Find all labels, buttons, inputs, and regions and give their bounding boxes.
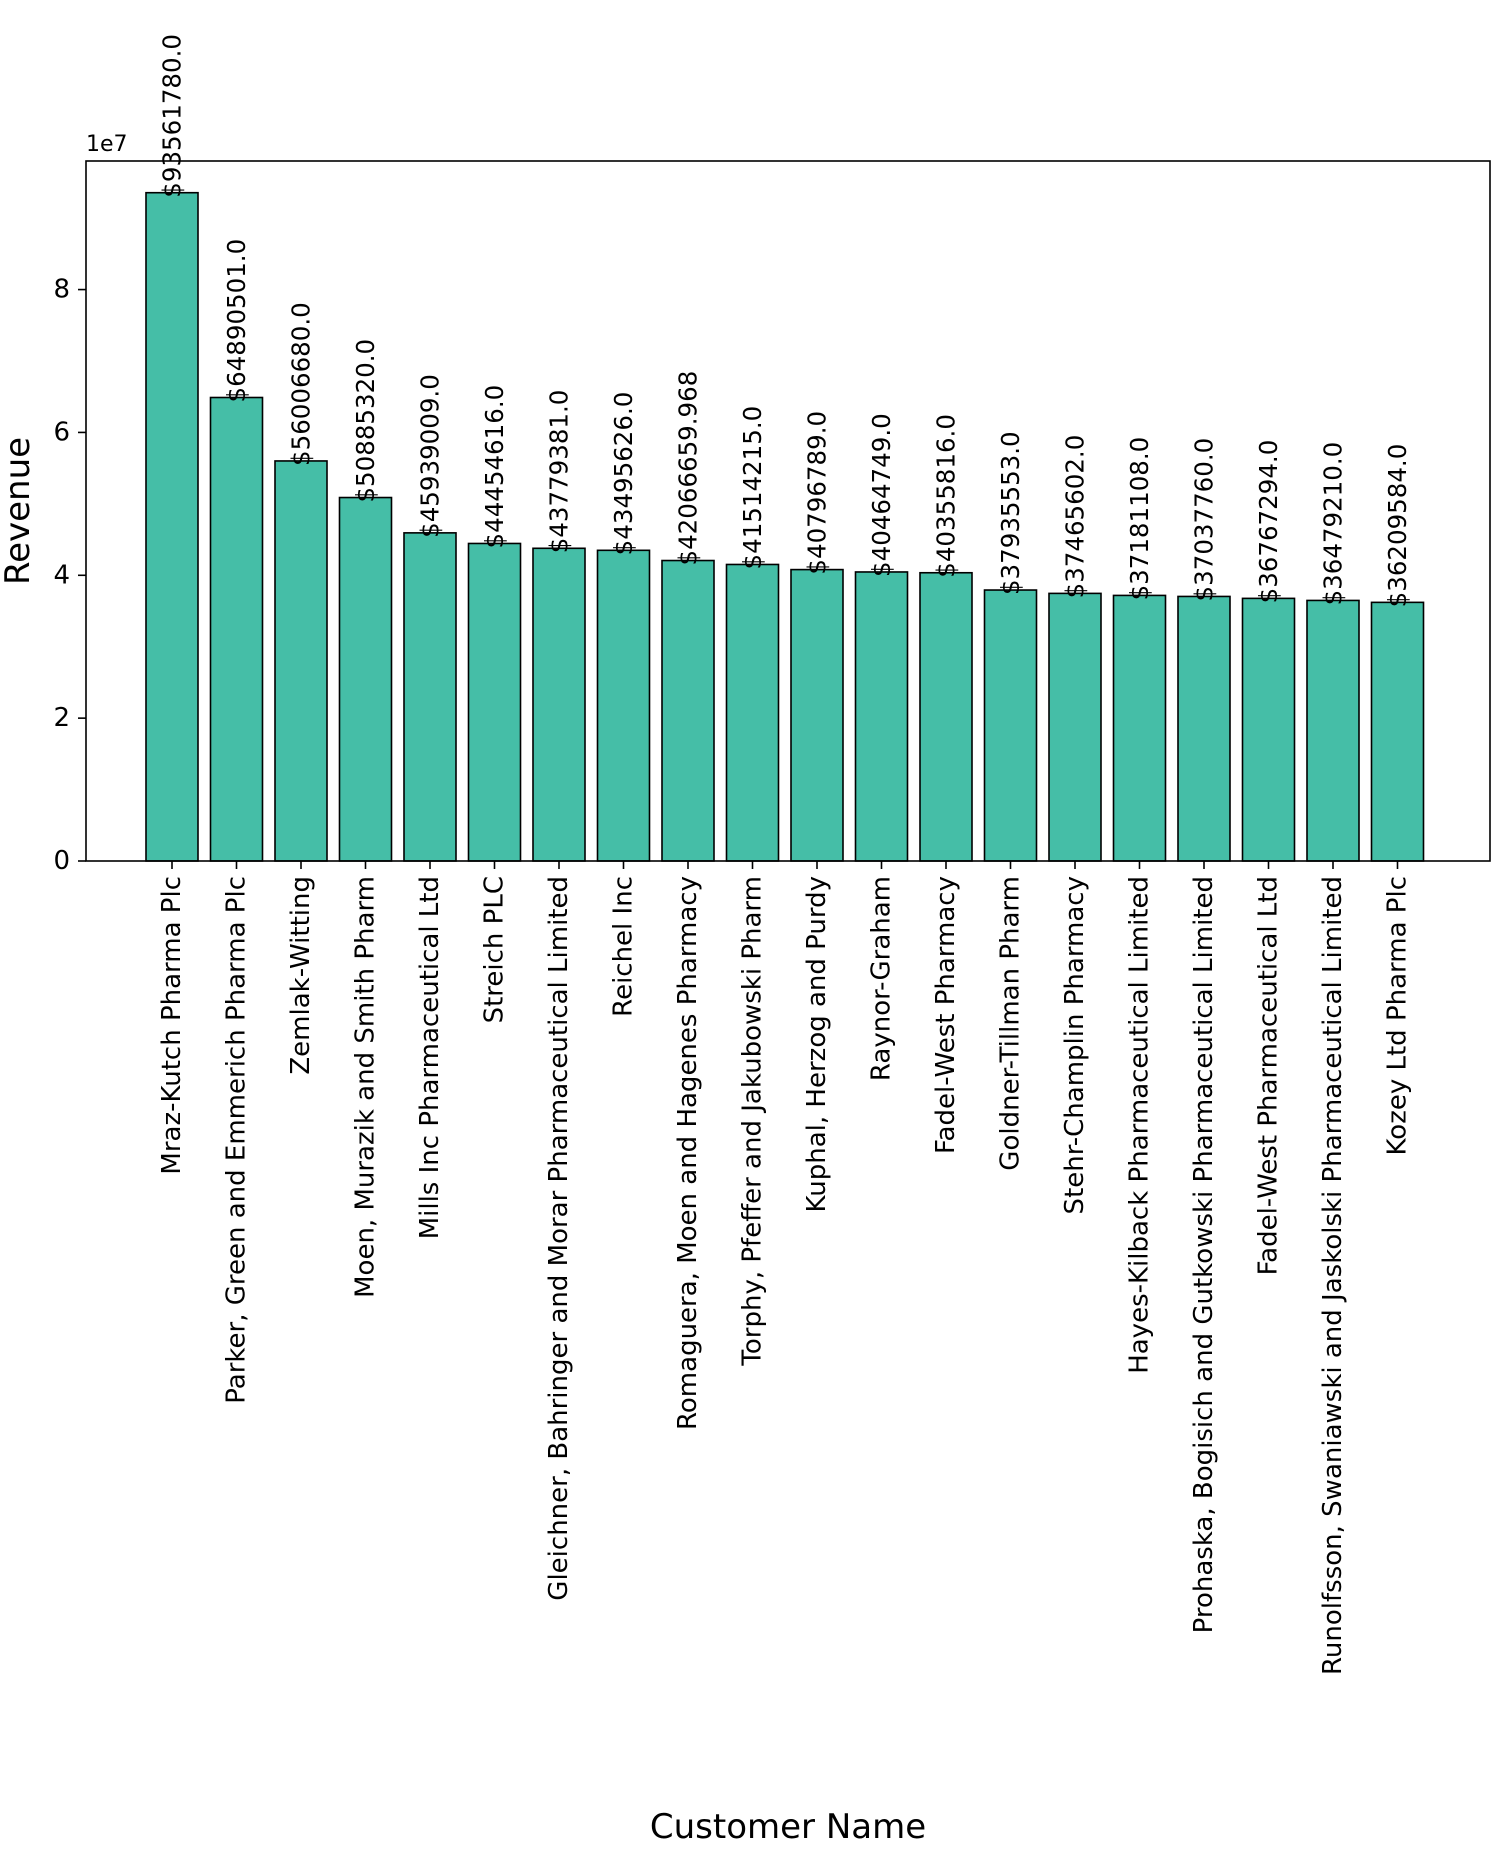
data-label: $37935553.0: [996, 431, 1025, 595]
x-tick-label: Fadel-West Pharmaceutical Ltd: [1254, 876, 1284, 1275]
x-tick-label: Kuphal, Herzog and Purdy: [802, 876, 832, 1212]
data-label: $50885320.0: [351, 339, 380, 503]
bar: [854, 571, 909, 862]
y-tick-label: 8: [53, 275, 70, 305]
x-tick-label: Prohaska, Bogisich and Gutkowski Pharmac…: [1189, 876, 1219, 1633]
bar: [919, 571, 973, 862]
x-tick-label: Goldner-Tillman Pharm: [996, 876, 1026, 1171]
data-label: $41514215.0: [738, 406, 767, 570]
x-tick-label: Fadel-West Pharmacy: [931, 876, 961, 1154]
bar: [467, 542, 522, 862]
bar: [1306, 599, 1360, 862]
data-labels-layer: $93561780.0 $64890501.0 $56006680.0 $508853…: [158, 34, 1413, 607]
x-tick-label: Romaguera, Moen and Hagenes Pharmacy: [673, 876, 703, 1430]
y-tick-label: 2: [53, 703, 70, 733]
x-tick-label: Runolfsson, Swaniawski and Jaskolski Pha…: [1318, 876, 1348, 1675]
x-tick-label: Mills Inc Pharmaceutical Ltd: [415, 876, 445, 1239]
y-tick-label: 6: [53, 417, 70, 447]
bar: [209, 396, 264, 862]
x-tick-label: Mraz-Kutch Pharma Plc: [157, 876, 187, 1175]
data-label: $64890501.0: [222, 239, 251, 403]
data-label: $93561780.0: [158, 34, 187, 198]
data-label: $43495626.0: [609, 392, 638, 556]
data-label: $44454616.0: [480, 385, 509, 549]
data-label: $45939009.0: [416, 374, 445, 538]
bar: [145, 191, 199, 862]
bars-layer: [145, 191, 1425, 862]
x-tick-label: Zemlak-Witting: [286, 876, 316, 1075]
data-label: $43779381.0: [545, 390, 574, 554]
bar: [596, 549, 651, 862]
x-tick-label: Streich PLC: [480, 876, 510, 1023]
data-label: $37465602.0: [1061, 435, 1090, 599]
x-axis: Mraz-Kutch Pharma Plc Parker, Green and E…: [157, 861, 1413, 1675]
bar: [1112, 594, 1167, 862]
plot-frame: [85, 160, 1491, 862]
y-tick-label: 0: [53, 846, 70, 876]
y-axis-offset-label: 1e7: [86, 132, 128, 157]
y-axis: 0 2 4 6 8: [53, 275, 86, 876]
bar: [1177, 595, 1231, 862]
x-tick-label: Stehr-Champlin Pharmacy: [1060, 876, 1090, 1214]
data-label: $56006680.0: [287, 302, 316, 466]
y-axis-title: Revenue: [0, 437, 38, 585]
bar: [1370, 601, 1425, 862]
x-tick-label: Moen, Murazik and Smith Pharm: [351, 876, 381, 1298]
bar: [338, 496, 393, 862]
bar: [403, 532, 457, 862]
x-tick-label: Torphy, Pfeffer and Jakubowski Pharm: [738, 876, 768, 1367]
data-label: $42066659.968: [674, 371, 703, 566]
bar: [790, 568, 844, 862]
x-tick-label: Kozey Ltd Pharma Plc: [1383, 876, 1413, 1155]
bar: [274, 460, 328, 862]
y-tick-label: 4: [53, 560, 70, 590]
data-label: $37037760.0: [1190, 438, 1219, 602]
data-label: $37181108.0: [1125, 437, 1154, 601]
bar: [725, 563, 780, 862]
data-label: $36479210.0: [1319, 442, 1348, 606]
x-axis-title: Customer Name: [650, 1807, 926, 1847]
bar: [532, 547, 586, 862]
data-label: $40355816.0: [932, 414, 961, 578]
data-label: $36767294.0: [1254, 440, 1283, 604]
bar: [661, 559, 715, 862]
x-tick-label: Raynor-Graham: [867, 876, 897, 1081]
data-label: $40464749.0: [867, 413, 896, 577]
x-tick-label: Parker, Green and Emmerich Pharma Plc: [222, 876, 252, 1404]
x-tick-label: Gleichner, Bahringer and Morar Pharmaceu…: [544, 876, 574, 1601]
data-label: $40796789.0: [803, 411, 832, 575]
data-label: $36209584.0: [1383, 444, 1412, 608]
x-tick-label: Hayes-Kilback Pharmaceutical Limited: [1125, 876, 1155, 1374]
x-tick-label: Reichel Inc: [609, 876, 639, 1017]
bar: [1048, 592, 1102, 862]
bar: [983, 589, 1038, 862]
bar: [1241, 597, 1296, 862]
